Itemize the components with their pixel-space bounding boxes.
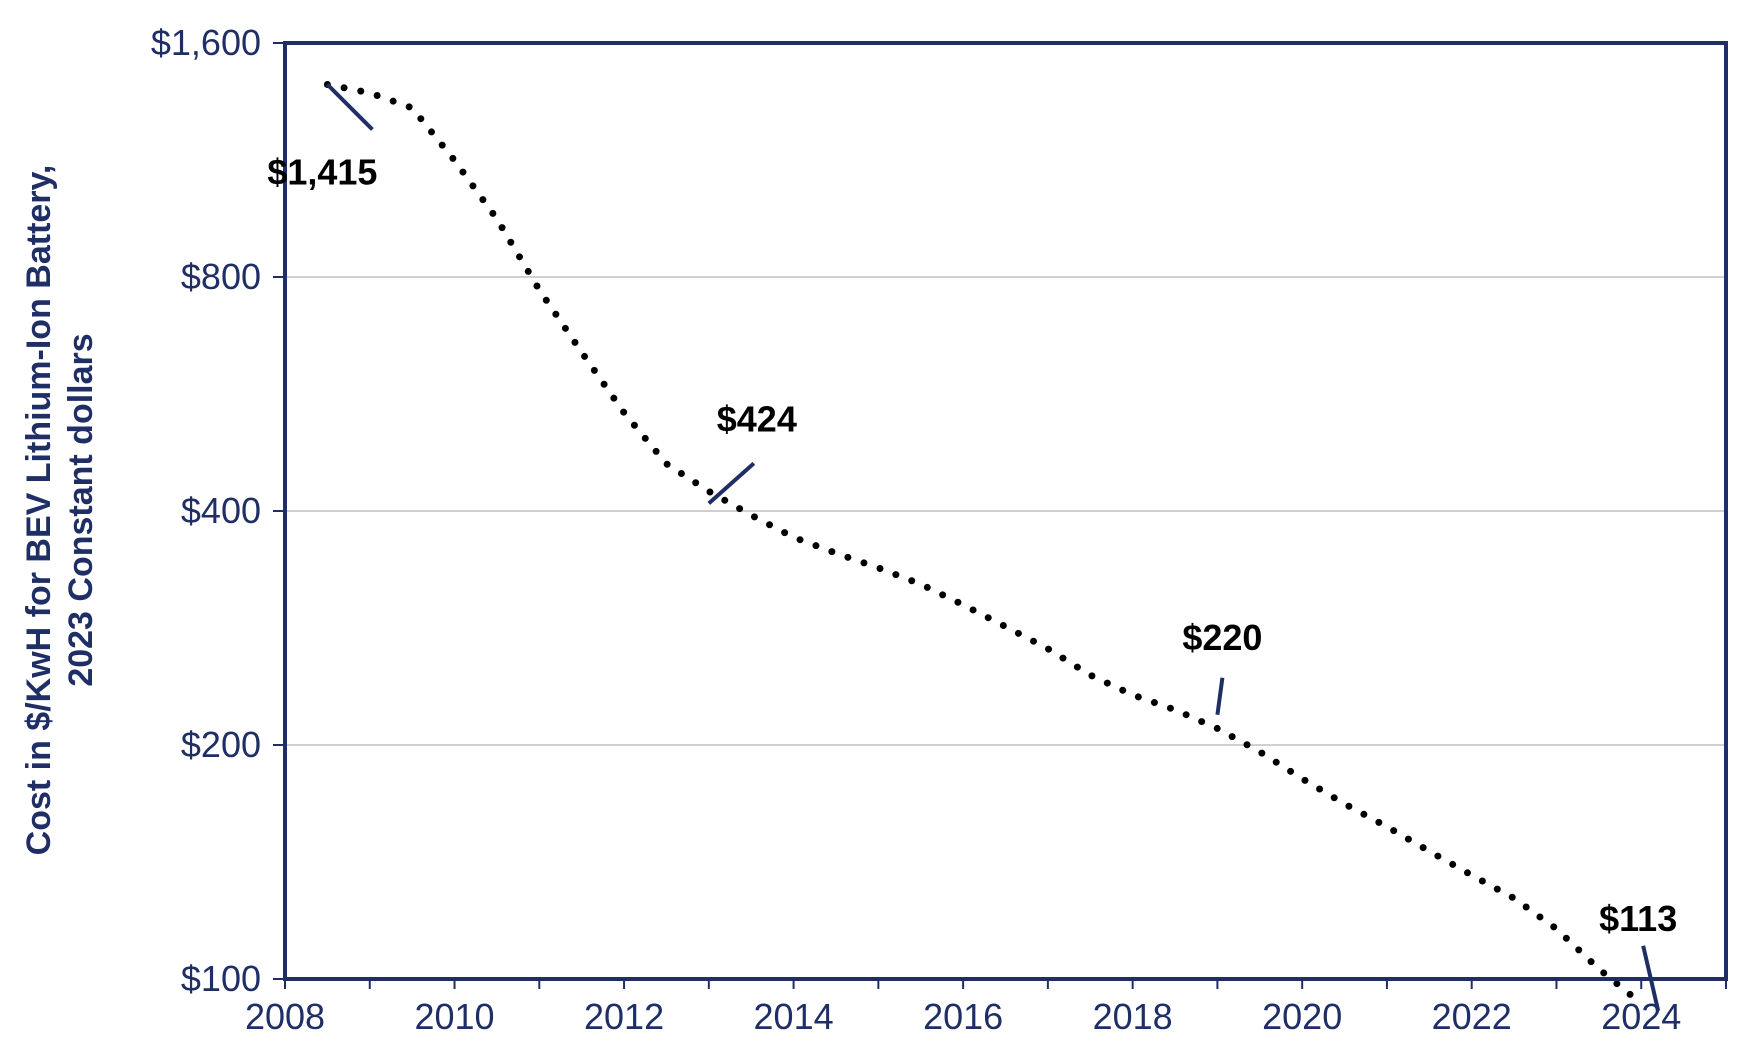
y-tick-label: $1,600 — [151, 22, 261, 63]
x-tick-label: 2020 — [1262, 996, 1342, 1037]
data-label: $113 — [1599, 898, 1677, 939]
data-label: $1,415 — [267, 151, 377, 192]
x-tick-label: 2024 — [1601, 996, 1681, 1037]
y-tick-label: $800 — [181, 256, 261, 297]
annotation-leaders — [325, 83, 1661, 1012]
data-label: $220 — [1182, 617, 1262, 658]
gridlines — [285, 276, 1726, 746]
x-tick-label: 2014 — [754, 996, 834, 1037]
x-tick-label: 2016 — [923, 996, 1003, 1037]
annotation-leader — [707, 461, 756, 505]
y-axis-label-line: Cost in $/KwH for BEV Lithium-Ion Batter… — [20, 165, 58, 856]
labels: $100 $200 $400 $800 $1,600 2008 2010 2012 2014 20… — [151, 22, 1681, 1037]
annotation-leader — [1641, 945, 1661, 1012]
y-tick-label: $400 — [181, 490, 261, 531]
axis-ticks — [273, 42, 1727, 989]
annotation-leader — [325, 83, 374, 131]
x-tick-label: 2022 — [1432, 996, 1512, 1037]
y-axis-label-line: 2023 Constant dollars — [62, 333, 100, 686]
x-tick-label: 2010 — [414, 996, 494, 1037]
annotation-leader — [1215, 677, 1225, 716]
y-tick-label: $200 — [181, 724, 261, 765]
x-tick-label: 2008 — [245, 996, 325, 1037]
x-tick-label: 2012 — [584, 996, 664, 1037]
y-axis-label: Cost in $/KwH for BEV Lithium-Ion Batter… — [20, 165, 100, 856]
series-line — [323, 81, 1645, 1007]
x-tick-label: 2018 — [1093, 996, 1173, 1037]
y-tick-label: $100 — [181, 958, 261, 999]
data-label: $424 — [717, 398, 797, 439]
series-path — [323, 81, 1645, 1007]
